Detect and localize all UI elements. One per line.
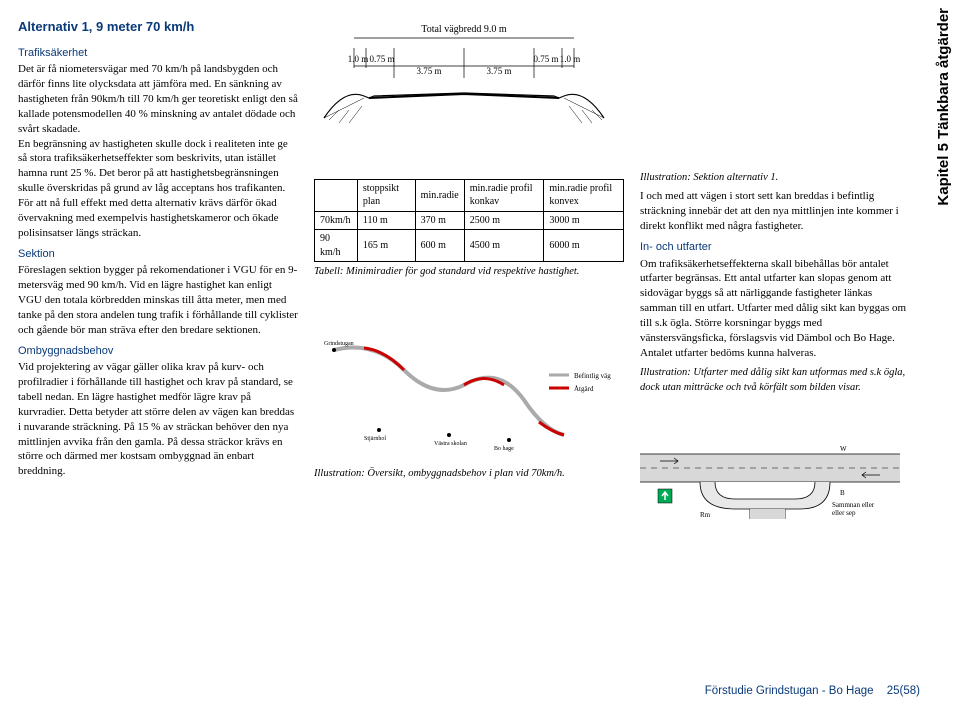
svg-text:Sammnan eller: Sammnan eller bbox=[832, 501, 875, 509]
svg-text:Västra skolan: Västra skolan bbox=[434, 441, 467, 447]
svg-text:1.0 m: 1.0 m bbox=[348, 54, 369, 64]
svg-text:0.75 m: 0.75 m bbox=[533, 54, 558, 64]
svg-text:0.75 m: 0.75 m bbox=[369, 54, 394, 64]
radius-table: stoppsikt plan min.radie min.radie profi… bbox=[314, 179, 624, 263]
svg-text:Grindstugan: Grindstugan bbox=[324, 341, 354, 347]
footer: Förstudie Grindstugan - Bo Hage 25(58) bbox=[705, 684, 920, 700]
heading-trafik: Trafiksäkerhet bbox=[18, 46, 298, 61]
footer-project: Förstudie Grindstugan - Bo Hage bbox=[705, 685, 874, 697]
para-inout: Om trafiksäkerhetseffekterna skall bibeh… bbox=[640, 257, 910, 361]
column-3: Illustration: Sektion alternativ 1. I oc… bbox=[640, 18, 910, 524]
svg-text:Rm: Rm bbox=[700, 511, 711, 519]
column-1: Alternativ 1, 9 meter 70 km/h Trafiksäke… bbox=[18, 18, 298, 524]
para-col3-intro: I och med att vägen i stort sett kan bre… bbox=[640, 189, 910, 234]
column-2: Total vägbredd 9.0 m 1.0 m 0.75 m 3.75 m… bbox=[314, 18, 624, 524]
cross-section-diagram: Total vägbredd 9.0 m 1.0 m 0.75 m 3.75 m… bbox=[314, 18, 614, 168]
svg-text:Total vägbredd 9.0 m: Total vägbredd 9.0 m bbox=[421, 24, 507, 35]
side-tab: Kapitel 5 Tänkbara åtgärder bbox=[934, 8, 954, 206]
overview-map: Grindstugan Stjärnhol Västra skolan Bo h… bbox=[314, 290, 614, 460]
caption-xsec: Illustration: Sektion alternativ 1. bbox=[640, 171, 910, 185]
ogla-diagram: W B Rm Sammnan eller eller sep bbox=[640, 399, 900, 519]
svg-text:Åtgärd: Åtgärd bbox=[574, 385, 594, 393]
heading-sektion: Sektion bbox=[18, 247, 298, 262]
caption-ogla: Illustration: Utfarter med dålig sikt ka… bbox=[640, 366, 910, 394]
svg-text:3.75 m: 3.75 m bbox=[416, 66, 441, 76]
page-columns: Alternativ 1, 9 meter 70 km/h Trafiksäke… bbox=[18, 18, 930, 524]
para-trafik: Det är få niometersvägar med 70 km/h på … bbox=[18, 62, 298, 240]
svg-text:B: B bbox=[840, 489, 845, 497]
svg-text:1.0 m: 1.0 m bbox=[560, 54, 581, 64]
heading-ombygg: Ombyggnadsbehov bbox=[18, 344, 298, 359]
svg-text:Stjärnhol: Stjärnhol bbox=[364, 436, 386, 442]
svg-text:Bo hage: Bo hage bbox=[494, 446, 514, 452]
svg-text:eller sep: eller sep bbox=[832, 509, 856, 517]
svg-text:W: W bbox=[840, 445, 847, 453]
para-ombygg: Vid projektering av vägar gäller olika k… bbox=[18, 360, 298, 479]
caption-map: Illustration: Översikt, ombyggnadsbehov … bbox=[314, 467, 624, 481]
svg-text:3.75 m: 3.75 m bbox=[486, 66, 511, 76]
para-sektion: Föreslagen sektion bygger på rekomendati… bbox=[18, 263, 298, 337]
page-title: Alternativ 1, 9 meter 70 km/h bbox=[18, 18, 298, 36]
footer-page: 25(58) bbox=[887, 685, 920, 697]
svg-text:Befintlig väg: Befintlig väg bbox=[574, 372, 611, 380]
caption-table: Tabell: Minimiradier för god standard vi… bbox=[314, 265, 624, 279]
heading-inout: In- och utfarter bbox=[640, 240, 910, 255]
